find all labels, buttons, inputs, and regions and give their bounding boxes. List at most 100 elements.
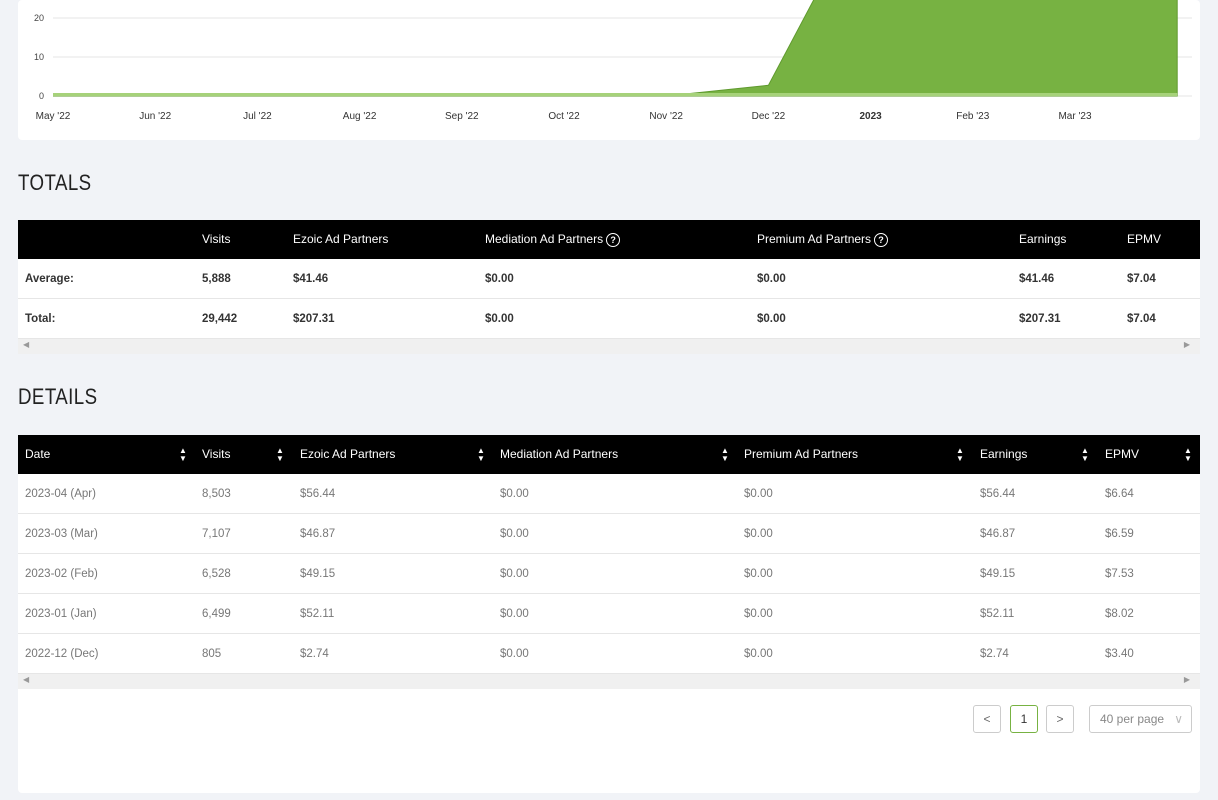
header-cell: Date: [25, 447, 51, 461]
header-cell: Ezoic Ad Partners: [300, 447, 396, 461]
table-cell: $49.15: [300, 568, 336, 580]
scroll-right[interactable]: ▶: [1183, 340, 1190, 349]
y-tick-label: 10: [34, 52, 44, 62]
table-cell: 2023-04 (Apr): [25, 488, 96, 500]
table-cell: $52.11: [300, 608, 335, 620]
table-cell: $6.59: [1105, 528, 1134, 540]
sort-icon[interactable]: ▲ ▼: [1081, 446, 1089, 463]
table-cell: $0.00: [744, 488, 773, 500]
table-cell: 2022-12 (Dec): [25, 648, 99, 660]
table-cell: 5,888: [202, 273, 231, 285]
section-title: DETAILS: [18, 384, 98, 409]
header-cell: Mediation Ad Partners: [500, 447, 619, 461]
x-tick-label: Sep '22: [445, 111, 479, 122]
sort-icon[interactable]: ▲ ▼: [1184, 446, 1192, 463]
help-icon[interactable]: ?: [874, 232, 889, 247]
table-row: 2023-04 (Apr) 8,503 $56.44 $0.00 $0.00 $56.44…: [18, 474, 1200, 514]
per-page-select[interactable]: 40 per page ∨: [1089, 705, 1192, 733]
table-row: 2023-03 (Mar) 7,107 $46.87 $0.00 $0.00 $46.87…: [18, 514, 1200, 554]
table-row: 2022-12 (Dec) 805 $2.74 $0.00 $0.00 $2.74 $3.4…: [18, 634, 1200, 674]
table-cell: $46.87: [980, 528, 1016, 540]
table-cell: $46.87: [300, 528, 336, 540]
header-cell: EPMV: [1127, 232, 1162, 246]
header-cell: Visits: [202, 447, 231, 461]
table-cell: 6,499: [202, 608, 231, 620]
table-cell: $0.00: [500, 648, 529, 660]
table-cell: $0.00: [500, 528, 529, 540]
table-cell: Total:: [25, 313, 56, 325]
x-tick-label: Feb '23: [956, 111, 989, 122]
table-cell: $0.00: [500, 608, 529, 620]
x-tick-label: Aug '22: [343, 111, 377, 122]
table-cell: 2023-01 (Jan): [25, 608, 97, 620]
sort-icon[interactable]: ▲ ▼: [956, 446, 964, 463]
table-header: Date ▲ ▼ Visits ▲ ▼ Ezoic Ad Partners ▲ ▼ Mediati…: [18, 435, 1200, 474]
sort-icon[interactable]: ▲ ▼: [721, 446, 729, 463]
table-cell: $207.31: [293, 313, 335, 325]
table-cell: $0.00: [744, 608, 773, 620]
header-cell: Visits: [202, 232, 231, 246]
scroll-left[interactable]: ◀: [23, 340, 30, 349]
header-cell: Ezoic Ad Partners: [293, 232, 389, 246]
table-row: 2023-02 (Feb) 6,528 $49.15 $0.00 $0.00 $49.15…: [18, 554, 1200, 594]
table-row: 2023-01 (Jan) 6,499 $52.11 $0.00 $0.00 $52.11…: [18, 594, 1200, 634]
per-page-label: 40 per page: [1100, 712, 1165, 726]
table-cell: $56.44: [980, 488, 1016, 500]
table-cell: $6.64: [1105, 488, 1134, 500]
section-title: TOTALS: [18, 170, 92, 195]
help-icon[interactable]: ?: [606, 232, 621, 247]
x-tick-label: Mar '23: [1058, 111, 1091, 122]
sort-icon[interactable]: ▲ ▼: [276, 446, 284, 463]
next-page[interactable]: >: [1046, 705, 1074, 733]
x-tick-label: Jun '22: [139, 111, 171, 122]
table-cell: $2.74: [980, 648, 1009, 660]
table-cell: 7,107: [202, 528, 231, 540]
chart: 0 10 20 May '22 Jun '22 Jul '22 Aug '22 Sep '22…: [34, 0, 1192, 122]
table-cell: 29,442: [202, 313, 238, 325]
plot-area: [53, 0, 1178, 97]
header-cell: EPMV: [1105, 447, 1140, 461]
table-cell: $0.00: [757, 273, 786, 285]
table-cell: $0.00: [485, 273, 514, 285]
y-tick-label: 20: [34, 13, 44, 23]
table-cell: $0.00: [500, 568, 529, 580]
table-cell: $0.00: [744, 528, 773, 540]
sort-icon[interactable]: ▲ ▼: [179, 446, 187, 463]
scrollbar: ◀ ▶: [18, 339, 1200, 354]
table-cell: $0.00: [744, 648, 773, 660]
header-cell: Premium Ad Partners: [744, 447, 859, 461]
scroll-right[interactable]: ▶: [1183, 675, 1190, 684]
page-button[interactable]: 1: [1010, 705, 1038, 733]
table-cell: $7.04: [1127, 273, 1156, 285]
table-cell: 805: [202, 648, 222, 660]
table-cell: $3.40: [1105, 648, 1134, 660]
table-cell: $0.00: [757, 313, 786, 325]
table-row: Average: 5,888 $41.46 $0.00 $0.00 $41.46 $7.04: [18, 259, 1200, 299]
header-cell: Earnings: [1019, 232, 1067, 246]
table-cell: Average:: [25, 273, 74, 285]
table-cell: $49.15: [980, 568, 1016, 580]
table-cell: $41.46: [1019, 273, 1055, 285]
prev-page[interactable]: <: [973, 705, 1001, 733]
x-tick-label: Jul '22: [243, 111, 272, 122]
table-cell: 2023-02 (Feb): [25, 568, 98, 580]
x-tick-label: 2023: [859, 111, 882, 122]
header-cell: Mediation Ad Partners?: [485, 220, 621, 259]
table-cell: 8,503: [202, 488, 231, 500]
x-tick-label: Nov '22: [649, 111, 683, 122]
table-cell: $8.02: [1105, 608, 1134, 620]
table-row: Total: 29,442 $207.31 $0.00 $0.00 $207.31 $7.0…: [18, 299, 1200, 339]
x-tick-label: Dec '22: [752, 111, 786, 122]
x-tick-label: Oct '22: [548, 111, 580, 122]
header-cell: Earnings: [980, 447, 1028, 461]
table-cell: 6,528: [202, 568, 231, 580]
table-cell: $52.11: [980, 608, 1015, 620]
scroll-left[interactable]: ◀: [23, 675, 30, 684]
table-cell: $41.46: [293, 273, 329, 285]
x-tick-label: May '22: [36, 111, 71, 122]
sort-icon[interactable]: ▲ ▼: [477, 446, 485, 463]
table-cell: $0.00: [485, 313, 514, 325]
scrollbar: ◀ ▶: [18, 674, 1200, 689]
dropdown-arrow: ∨: [1174, 712, 1183, 726]
